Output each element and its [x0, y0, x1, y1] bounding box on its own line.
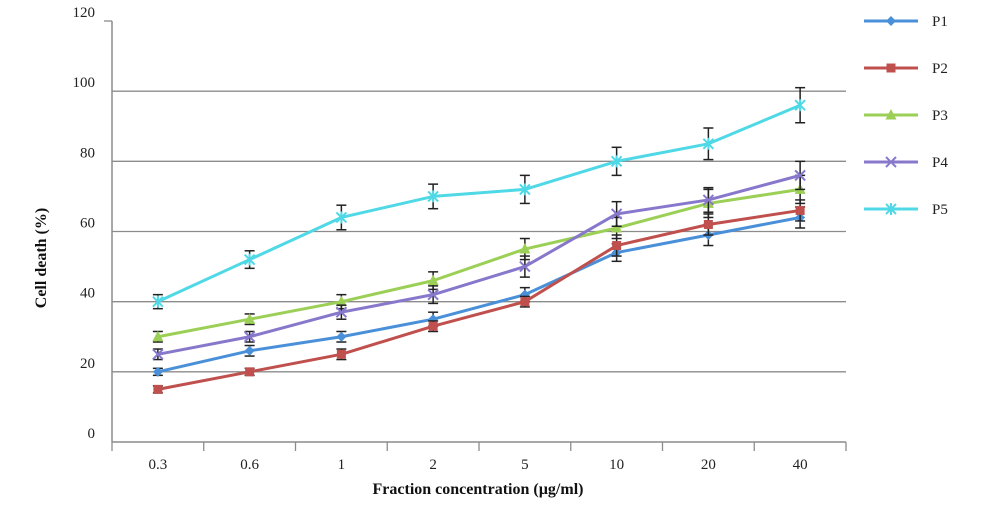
data-point: [610, 155, 623, 168]
data-point: [245, 367, 255, 377]
data-point: [520, 297, 530, 307]
series-line: [157, 173, 801, 356]
legend-item-p5: P5: [864, 202, 948, 218]
y-tick-label: 20: [80, 356, 95, 372]
series-p2: [152, 199, 806, 394]
series-layer: [152, 86, 806, 394]
data-point: [336, 331, 347, 342]
grid-layer: [112, 90, 846, 373]
data-point: [336, 349, 346, 359]
x-tick-label: 10: [609, 457, 624, 473]
data-point: [519, 243, 531, 254]
data-point: [612, 241, 622, 251]
y-tick-label: 100: [73, 75, 96, 91]
data-point: [519, 260, 531, 273]
y-tick-label: 120: [73, 5, 96, 21]
legend-item-p3: P3: [864, 108, 948, 124]
data-point: [153, 384, 163, 394]
x-tick-label: 0.3: [149, 457, 168, 473]
data-point: [152, 330, 164, 342]
legend-label: P5: [932, 202, 948, 218]
y-tick-label: 40: [80, 286, 95, 302]
data-point: [703, 219, 713, 229]
series-p1: [152, 206, 806, 377]
data-point: [427, 274, 439, 286]
data-point: [427, 288, 439, 301]
y-tick-label: 60: [80, 216, 95, 232]
data-point: [244, 345, 255, 356]
legend-label: P3: [932, 108, 948, 124]
data-point: [335, 306, 348, 318]
series-line: [157, 215, 801, 374]
series-p5: [152, 86, 806, 310]
legend-label: P4: [932, 155, 948, 171]
legend-item-p4: P4: [864, 155, 948, 171]
data-point: [243, 331, 256, 343]
data-point: [335, 295, 347, 307]
data-point: [702, 194, 715, 206]
data-point: [428, 321, 438, 331]
legend-marker: [885, 156, 897, 168]
data-point: [794, 99, 806, 112]
axis-layer: 0.3 0.6 1 2 5 10 20 40 0 20 40 60 80 100 120: [73, 5, 847, 473]
legend-marker: [886, 16, 896, 26]
series-line: [157, 187, 801, 339]
data-point: [611, 221, 623, 233]
x-tick-label: 40: [793, 457, 808, 473]
x-tick-label: 2: [429, 457, 437, 473]
data-point: [152, 295, 164, 308]
data-point: [335, 211, 348, 224]
data-point: [427, 190, 439, 203]
legend-marker: [885, 203, 897, 215]
legend-marker: [885, 109, 897, 120]
data-point: [519, 183, 531, 196]
x-axis-title: Fraction concentration (µg/ml): [373, 481, 584, 498]
data-point: [244, 313, 256, 324]
x-tick-label: 0.6: [240, 457, 259, 473]
legend-label: P2: [932, 61, 948, 77]
x-tick-label: 5: [521, 457, 529, 473]
y-tick-label: 0: [88, 426, 96, 442]
data-point: [610, 208, 623, 220]
series-line: [157, 208, 801, 391]
y-tick-label: 80: [80, 145, 95, 161]
legend-item-p1: P1: [864, 14, 948, 30]
data-point: [243, 253, 256, 266]
x-tick-label: 20: [701, 457, 716, 473]
data-point: [794, 169, 806, 182]
legend-marker: [886, 63, 896, 73]
legend-label: P1: [932, 14, 948, 30]
series-p3: [152, 174, 806, 343]
legend: P1 P2 P3 P4 P5: [864, 14, 948, 218]
series-line: [157, 103, 801, 304]
series-p4: [152, 160, 806, 361]
data-point: [702, 137, 715, 150]
data-point: [152, 366, 163, 377]
data-point: [795, 205, 805, 215]
x-tick-label: 1: [338, 457, 346, 473]
legend-item-p2: P2: [864, 61, 948, 77]
y-axis-title: Cell death (%): [33, 208, 50, 308]
data-point: [152, 348, 164, 360]
